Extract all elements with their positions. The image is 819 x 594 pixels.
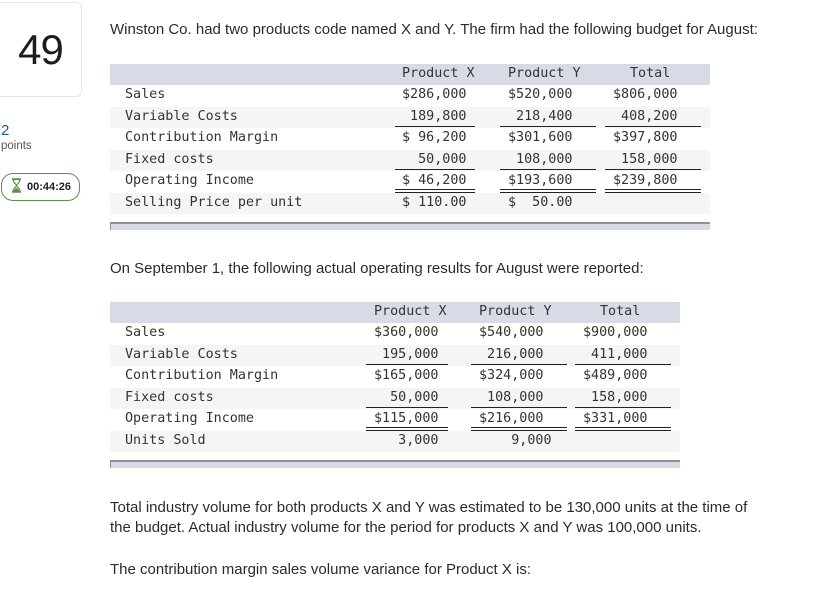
budget-table: Product X Product Y Total Sales $286,000… <box>110 64 710 230</box>
cell-y: $216,000 <box>471 411 567 431</box>
table-row: Fixed costs 50,000 108,000 158,000 <box>110 387 680 409</box>
header-product-x: Product X <box>402 66 475 81</box>
table-row: Selling Price per unit $ 110.00 $ 50.00 <box>110 192 710 214</box>
row-label: Fixed costs <box>125 151 214 167</box>
cell-y: $193,600 <box>500 173 596 193</box>
row-label: Variable Costs <box>125 108 238 124</box>
cell-total: 158,000 <box>605 152 701 170</box>
row-label: Contribution Margin <box>125 368 279 383</box>
points-info: 2 points <box>1 122 32 152</box>
table-row: Variable Costs 195,000 216,000 411,000 <box>110 344 680 366</box>
cell-x: $360,000 <box>374 325 439 340</box>
table-footer-bar <box>110 222 710 230</box>
cell-total: $489,000 <box>583 368 648 383</box>
header-product-y: Product Y <box>508 66 581 81</box>
table-row: Variable Costs 189,800 218,400 408,200 <box>110 106 710 128</box>
cell-y: $540,000 <box>479 325 544 340</box>
table-row: Sales $360,000 $540,000 $900,000 <box>110 323 680 345</box>
industry-text-line1: Total industry volume for both products … <box>110 499 748 516</box>
cell-y: 216,000 <box>471 347 567 365</box>
cell-x: $286,000 <box>402 87 467 102</box>
cell-total: $900,000 <box>583 325 648 340</box>
row-label: Contribution Margin <box>125 130 279 145</box>
actual-intro-text: On September 1, the following actual ope… <box>110 260 644 277</box>
intro-text: Winston Co. had two products code named … <box>110 21 758 38</box>
cell-x: $165,000 <box>374 368 439 383</box>
table-row: Sales $286,000 $520,000 $806,000 <box>110 85 710 107</box>
table-row: Operating Income $ 46,200 $193,600 $239,… <box>110 171 710 193</box>
question-number: 49 <box>18 25 64 73</box>
cell-total: $397,800 <box>613 130 678 145</box>
row-label: Operating Income <box>125 411 254 426</box>
industry-text-line2: the budget. Actual industry volume for t… <box>110 519 702 536</box>
cell-y: $324,000 <box>479 368 544 383</box>
timer-badge[interactable]: 00:44:26 <box>1 173 80 201</box>
cell-x: $ 96,200 <box>402 130 467 145</box>
row-label: Units Sold <box>125 432 206 448</box>
cell-y: $520,000 <box>508 87 573 102</box>
cell-y: 108,000 <box>500 152 596 170</box>
cell-total: 158,000 <box>575 390 671 408</box>
cell-y: 108,000 <box>471 390 567 408</box>
question-text: The contribution margin sales volume var… <box>110 561 532 578</box>
row-label: Sales <box>125 325 166 340</box>
header-total: Total <box>630 66 671 81</box>
table-header: Product X Product Y Total <box>110 302 680 323</box>
table-row: Units Sold 3,000 9,000 <box>110 430 680 452</box>
table-row: Contribution Margin $ 96,200 $301,600 $3… <box>110 128 710 150</box>
cell-total: 411,000 <box>575 347 671 365</box>
cell-x: 195,000 <box>366 347 448 365</box>
cell-x: $ 110.00 <box>402 194 467 210</box>
row-label: Selling Price per unit <box>125 194 303 210</box>
header-product-y: Product Y <box>479 304 552 319</box>
cell-y: $ 50.00 <box>508 194 573 210</box>
row-label: Variable Costs <box>125 346 238 362</box>
cell-x: 189,800 <box>395 109 475 127</box>
question-number-box: 49 <box>0 2 82 97</box>
row-label: Fixed costs <box>125 389 214 405</box>
points-label: points <box>1 139 32 152</box>
cell-total: $239,800 <box>605 173 701 193</box>
header-product-x: Product X <box>374 304 447 319</box>
hourglass-icon <box>11 178 22 196</box>
table-footer-bar <box>110 460 680 468</box>
cell-x: $ 46,200 <box>395 173 475 193</box>
row-label: Sales <box>125 87 166 102</box>
cell-total: $331,000 <box>575 411 671 431</box>
table-row: Contribution Margin $165,000 $324,000 $4… <box>110 366 680 388</box>
table-header: Product X Product Y Total <box>110 64 710 85</box>
cell-x: 3,000 <box>374 432 439 448</box>
actual-table: Product X Product Y Total Sales $360,000… <box>110 302 680 468</box>
row-label: Operating Income <box>125 173 254 188</box>
points-value: 2 <box>1 122 10 139</box>
cell-y: 9,000 <box>479 432 552 448</box>
cell-y: 218,400 <box>500 109 596 127</box>
header-total: Total <box>600 304 641 319</box>
cell-y: $301,600 <box>508 130 573 145</box>
cell-total: 408,200 <box>605 109 701 127</box>
timer-value: 00:44:26 <box>27 181 72 193</box>
cell-total: $806,000 <box>613 87 678 102</box>
cell-x: $115,000 <box>366 411 448 431</box>
cell-x: 50,000 <box>366 390 448 408</box>
table-row: Operating Income $115,000 $216,000 $331,… <box>110 409 680 431</box>
table-row: Fixed costs 50,000 108,000 158,000 <box>110 149 710 171</box>
cell-x: 50,000 <box>395 152 475 170</box>
